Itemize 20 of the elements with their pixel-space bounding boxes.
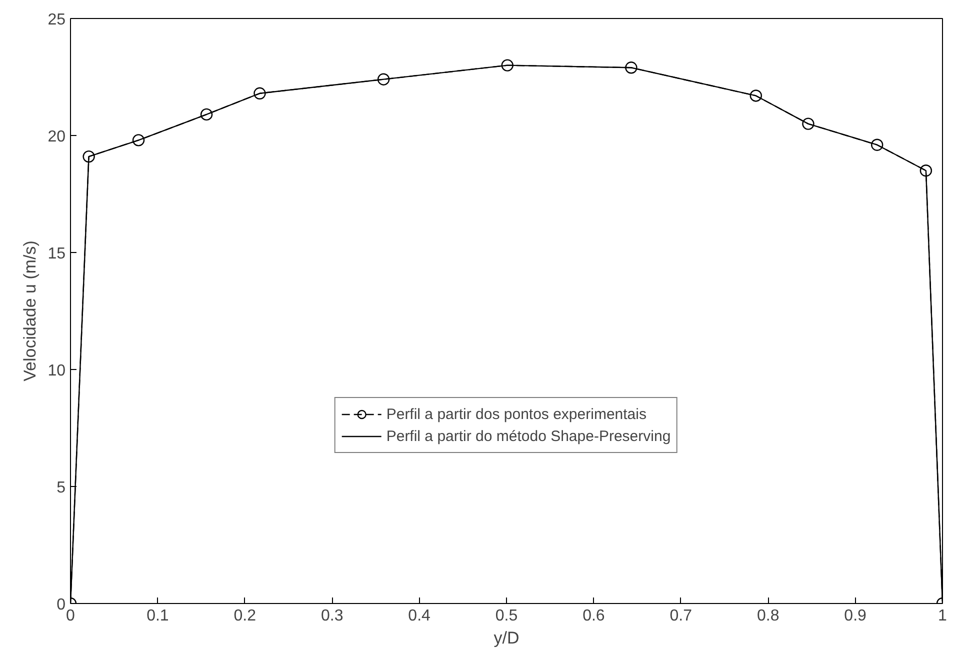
y-axis-title: Velocidade u (m/s) [20,240,40,382]
x-tick-label: 0.8 [756,608,780,624]
x-tick-label: 0.3 [320,608,344,624]
x-tick-label: 0.4 [408,608,431,624]
y-tick-label: 0 [56,596,66,614]
y-tick-label: 5 [56,480,66,496]
x-tick-label: 0.7 [670,608,692,624]
x-tick-label: 0.2 [234,608,256,624]
legend-label: Perfil a partir do método Shape-Preserving [386,428,671,444]
legend-label: Perfil a partir dos pontos experimentais [386,406,646,422]
y-tick-label: 15 [48,246,66,262]
x-tick-label: 0.9 [844,608,867,624]
y-tick-label: 20 [48,128,66,146]
x-tick-label: 1 [938,608,948,624]
y-tick-label: 25 [48,12,66,28]
x-tick-label: 0.1 [146,608,169,624]
y-tick-label: 10 [48,362,66,380]
x-axis-title: y/D [494,628,520,648]
x-tick-label: 0.5 [495,608,518,624]
x-tick-label: 0.6 [582,608,605,624]
